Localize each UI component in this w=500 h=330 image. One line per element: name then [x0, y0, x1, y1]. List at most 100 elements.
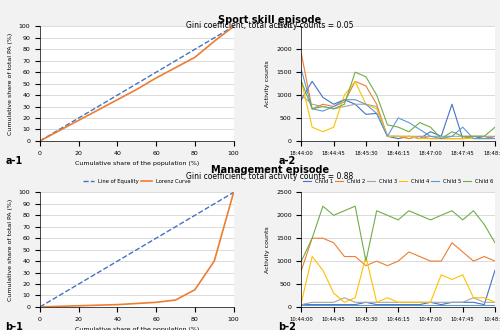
Child 5 — [449, 134, 455, 138]
Child 5 — [449, 303, 455, 307]
Child 4 — [449, 278, 455, 281]
Child 1 — [460, 300, 466, 304]
Line of Equality — [76, 282, 82, 286]
Child 4 — [374, 107, 380, 111]
Child 5 — [352, 98, 358, 102]
Child 1 — [395, 303, 401, 307]
Child 2 — [352, 80, 358, 83]
Child 4 — [342, 93, 347, 97]
Child 5 — [470, 137, 476, 141]
Child 6 — [470, 134, 476, 138]
Child 2 — [330, 105, 336, 109]
Legend: Child 1, Child 2, Child 3, Child 4, Child 5, Child 6: Child 1, Child 2, Child 3, Child 4, Chil… — [300, 177, 496, 186]
Child 2 — [492, 137, 498, 141]
Child 6 — [374, 209, 380, 213]
Child 2 — [470, 259, 476, 263]
Child 2 — [309, 236, 315, 240]
Child 6 — [438, 213, 444, 217]
Child 4 — [406, 134, 412, 138]
Child 1 — [449, 102, 455, 106]
Child 3 — [470, 296, 476, 300]
Child 2 — [352, 254, 358, 258]
Child 5 — [460, 125, 466, 129]
Child 5 — [470, 303, 476, 307]
Child 6 — [416, 120, 422, 124]
Child 1 — [298, 303, 304, 307]
Line of Equality — [114, 259, 120, 263]
Child 2 — [470, 134, 476, 138]
Child 6 — [330, 107, 336, 111]
Lorenz Curve — [153, 76, 159, 80]
Line: Child 5: Child 5 — [302, 70, 495, 139]
Line: Child 1: Child 1 — [302, 82, 495, 139]
Child 2 — [330, 241, 336, 245]
Lorenz Curve — [114, 303, 120, 307]
Line: Child 3: Child 3 — [302, 95, 495, 136]
Child 4 — [363, 102, 369, 106]
Child 2 — [374, 259, 380, 263]
Child 6 — [384, 213, 390, 217]
Child 3 — [460, 134, 466, 138]
Child 6 — [481, 134, 487, 138]
Child 5 — [298, 303, 304, 307]
Line of Equality — [192, 47, 198, 51]
Lorenz Curve — [95, 108, 101, 112]
Lorenz Curve — [37, 305, 43, 309]
Child 4 — [384, 296, 390, 300]
Child 3 — [330, 300, 336, 304]
Child 1 — [492, 268, 498, 272]
Child 4 — [330, 125, 336, 129]
Child 1 — [406, 134, 412, 138]
Child 4 — [428, 300, 434, 304]
Child 3 — [363, 102, 369, 106]
Line: Line of Equality: Line of Equality — [40, 26, 234, 141]
Lorenz Curve — [192, 288, 198, 292]
Lorenz Curve — [95, 303, 101, 307]
Child 4 — [320, 130, 326, 134]
Lorenz Curve — [212, 259, 218, 263]
Lorenz Curve — [76, 304, 82, 308]
Legend: Line of Equality, Lorenz Curve: Line of Equality, Lorenz Curve — [81, 177, 192, 186]
Child 1 — [481, 303, 487, 307]
Child 4 — [342, 300, 347, 304]
Child 4 — [309, 125, 315, 129]
Child 1 — [428, 130, 434, 134]
Child 4 — [330, 291, 336, 295]
Child 6 — [320, 105, 326, 109]
Line: Line of Equality: Line of Equality — [40, 192, 234, 307]
Child 2 — [481, 134, 487, 138]
Child 2 — [460, 250, 466, 254]
Child 3 — [416, 134, 422, 138]
Child 4 — [309, 254, 315, 258]
Child 1 — [438, 303, 444, 307]
Line of Equality — [230, 24, 236, 28]
Child 1 — [384, 134, 390, 138]
Child 2 — [449, 137, 455, 141]
Child 1 — [352, 102, 358, 106]
Child 5 — [481, 137, 487, 141]
Child 5 — [374, 303, 380, 307]
Line: Lorenz Curve: Lorenz Curve — [40, 192, 234, 307]
Child 1 — [374, 303, 380, 307]
Child 6 — [395, 218, 401, 222]
Child 3 — [449, 134, 455, 138]
Child 5 — [428, 303, 434, 307]
Child 2 — [416, 254, 422, 258]
Line of Equality — [95, 105, 101, 109]
Child 4 — [428, 137, 434, 141]
Child 3 — [374, 300, 380, 304]
Child 4 — [470, 137, 476, 141]
Child 3 — [298, 303, 304, 307]
Child 2 — [438, 137, 444, 141]
Child 2 — [449, 241, 455, 245]
Child 3 — [438, 300, 444, 304]
Child 6 — [320, 204, 326, 208]
Text: Gini coefficient, total activity counts = 0.88: Gini coefficient, total activity counts … — [186, 172, 354, 181]
Child 2 — [342, 100, 347, 104]
Child 2 — [384, 264, 390, 268]
Child 3 — [352, 300, 358, 304]
Child 6 — [309, 236, 315, 240]
Child 4 — [416, 137, 422, 141]
Child 5 — [460, 303, 466, 307]
Line of Equality — [134, 248, 140, 252]
